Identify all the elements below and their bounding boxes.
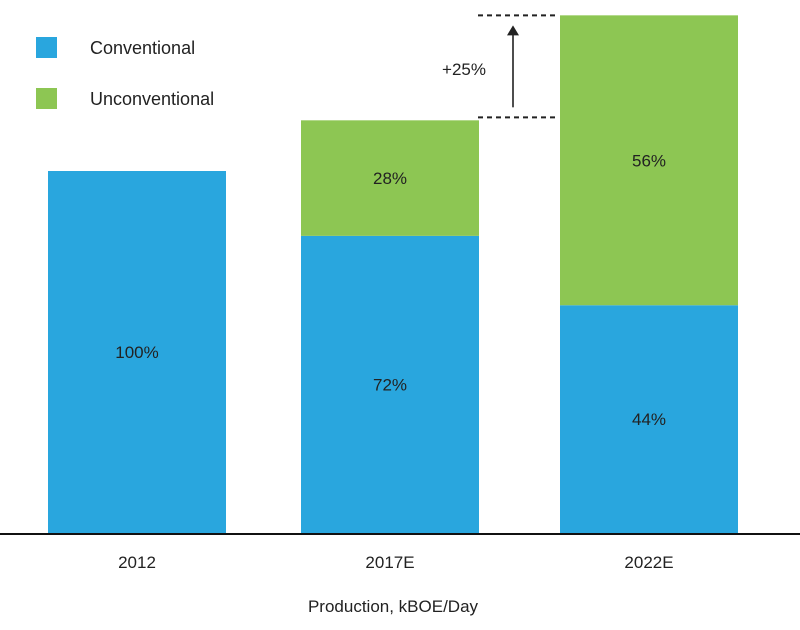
legend-swatch-unconventional — [36, 88, 57, 109]
growth-annotation: +25% — [442, 60, 486, 79]
arrowhead-icon — [507, 25, 519, 36]
data-label: 100% — [115, 343, 158, 362]
x-tick-label: 2017E — [365, 553, 414, 572]
data-label: 56% — [632, 151, 666, 170]
bar-unconventional-2017E — [301, 120, 479, 236]
legend-label: Unconventional — [90, 89, 214, 109]
data-label: 44% — [632, 410, 666, 429]
bar-conventional-2012 — [48, 171, 226, 533]
data-label: 72% — [373, 375, 407, 394]
data-label: 28% — [373, 169, 407, 188]
x-tick-label: 2022E — [624, 553, 673, 572]
x-axis-label: Production, kBOE/Day — [308, 597, 479, 616]
bar-conventional-2022E — [560, 305, 738, 533]
bar-conventional-2017E — [301, 235, 479, 533]
legend-label: Conventional — [90, 38, 195, 58]
legend-swatch-conventional — [36, 37, 57, 58]
x-tick-label: 2012 — [118, 553, 156, 572]
bar-unconventional-2022E — [560, 15, 738, 306]
